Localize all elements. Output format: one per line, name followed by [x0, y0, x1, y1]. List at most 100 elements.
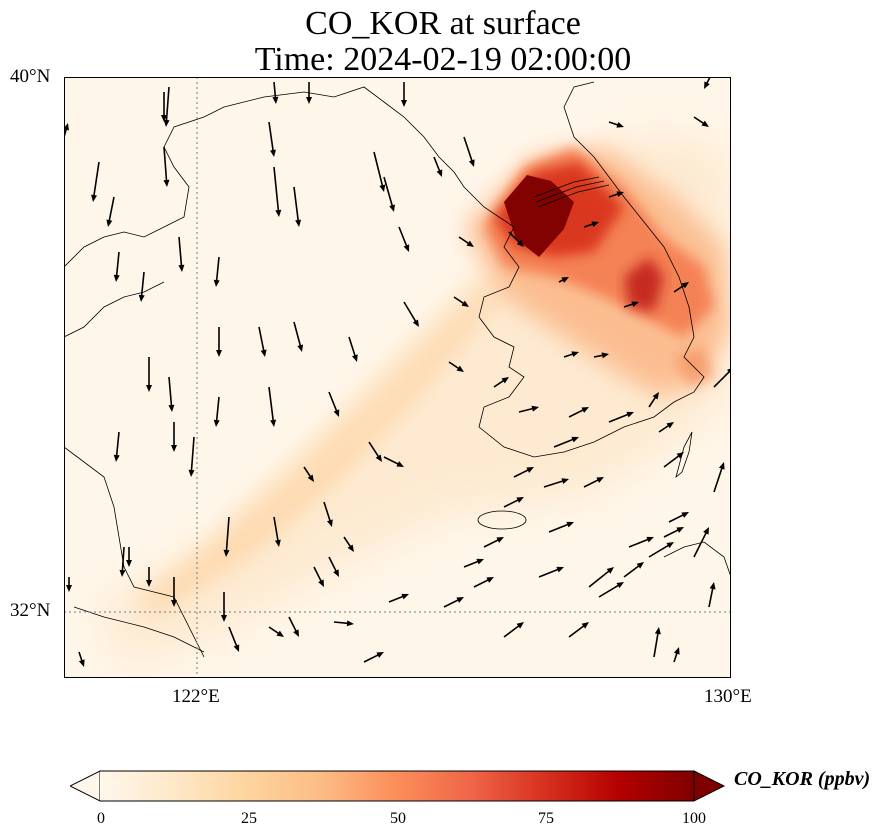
wind-vector	[653, 630, 660, 658]
wind-vector	[538, 567, 561, 578]
wind-vector	[228, 626, 239, 649]
wind-vector-head	[681, 282, 689, 289]
wind-vector-head	[501, 377, 509, 384]
wind-vector-head	[556, 566, 564, 573]
wind-vector-head	[601, 352, 609, 359]
wind-vector	[328, 556, 338, 574]
wind-vector-head	[636, 562, 644, 569]
wind-vector	[708, 585, 714, 608]
colorbar	[70, 770, 726, 802]
wind-vector	[503, 623, 522, 638]
wind-vector-head	[274, 539, 281, 547]
wind-vector-head	[297, 344, 304, 352]
colorbar-tick-25: 25	[241, 810, 257, 827]
wind-vector-head	[476, 558, 484, 565]
wind-vector-head	[352, 354, 358, 362]
wind-vector-head	[704, 81, 710, 89]
wind-vector-head	[676, 452, 684, 459]
colorbar-gradient	[100, 771, 694, 801]
wind-vector	[628, 537, 651, 548]
wind-vector-head	[676, 527, 684, 533]
wind-vector-head	[213, 419, 220, 427]
wind-vector-head	[631, 301, 639, 308]
wind-vector	[368, 441, 381, 460]
wind-vector-head	[275, 209, 282, 217]
wind-vector-head	[66, 585, 72, 592]
wind-vector-head	[295, 219, 302, 227]
wind-vector	[713, 369, 731, 388]
wind-vector	[268, 386, 275, 424]
wind-vector	[92, 161, 100, 199]
wind-vector	[608, 412, 631, 423]
wind-vector-head	[726, 368, 731, 374]
wind-vector	[115, 251, 120, 279]
wind-vector-head	[516, 497, 524, 503]
wind-vector-head	[376, 652, 384, 658]
wind-vector	[163, 146, 168, 184]
wind-vector	[108, 196, 115, 224]
wind-vector	[568, 623, 587, 638]
wind-vector-head	[270, 419, 277, 427]
wind-vector-head	[436, 169, 443, 177]
wind-vector	[165, 86, 170, 124]
shandong-coast	[64, 281, 165, 338]
wind-vector-head	[596, 477, 604, 483]
wind-vector	[443, 598, 461, 608]
wind-vector-head	[293, 629, 299, 637]
colorbar-tick-50: 50	[390, 810, 406, 827]
kyushu-coast	[663, 541, 731, 578]
wind-vector	[543, 479, 566, 488]
wind-vector-head	[126, 560, 132, 567]
wind-vector	[293, 186, 300, 224]
wind-vector-head	[412, 319, 419, 327]
coastlines	[64, 81, 731, 658]
wind-vector	[553, 437, 576, 448]
wind-vector-head	[223, 549, 230, 557]
wind-vector	[398, 226, 409, 249]
wind-vector-head	[346, 620, 354, 627]
wind-vector-head	[466, 240, 474, 247]
wind-vector-head	[486, 577, 494, 583]
wind-vector-head	[718, 462, 725, 470]
wind-vector-head	[403, 244, 410, 252]
wind-vector-head	[307, 474, 314, 482]
wind-vector	[693, 530, 708, 558]
wind-vector	[225, 516, 230, 554]
wind-vector-head	[113, 274, 120, 282]
wind-vector-head	[146, 385, 152, 392]
wind-vector	[648, 543, 671, 558]
wind-vector-head	[106, 219, 113, 227]
wind-vector-head	[666, 542, 674, 549]
colorbar-tick-75: 75	[538, 810, 554, 827]
wind-vector-head	[396, 461, 404, 467]
wind-vector-head	[646, 536, 654, 543]
lat-label-40n: 40°N	[10, 66, 51, 87]
wind-vector-head	[163, 179, 170, 187]
wind-vector	[548, 522, 571, 533]
wind-vector	[383, 176, 394, 209]
wind-vector-head	[161, 115, 167, 122]
wind-vector-head	[78, 659, 85, 667]
wind-vector-head	[616, 191, 624, 198]
wind-vector-head	[496, 537, 504, 543]
wind-vector	[513, 468, 531, 478]
daegu-peak	[624, 257, 664, 312]
wind-vector	[503, 498, 521, 508]
wind-vector	[383, 456, 401, 466]
wind-vector-head	[146, 580, 152, 587]
wind-vector-head	[327, 519, 333, 527]
wind-vector-head	[375, 454, 382, 462]
wind-vector-head	[591, 221, 599, 228]
wind-vector-head	[272, 96, 279, 104]
wind-vector-head	[171, 600, 177, 607]
wind-vector-head	[581, 407, 589, 413]
wind-vector-head	[516, 622, 524, 629]
wind-vector-head	[188, 469, 195, 477]
wind-vector	[115, 431, 120, 459]
wind-vector	[403, 301, 418, 324]
bohai-coast	[64, 86, 500, 268]
yangtze-estuary	[73, 606, 205, 653]
wind-vector	[713, 465, 724, 493]
wind-vector-head	[709, 582, 716, 590]
lat-label-32n: 32°N	[10, 600, 51, 621]
